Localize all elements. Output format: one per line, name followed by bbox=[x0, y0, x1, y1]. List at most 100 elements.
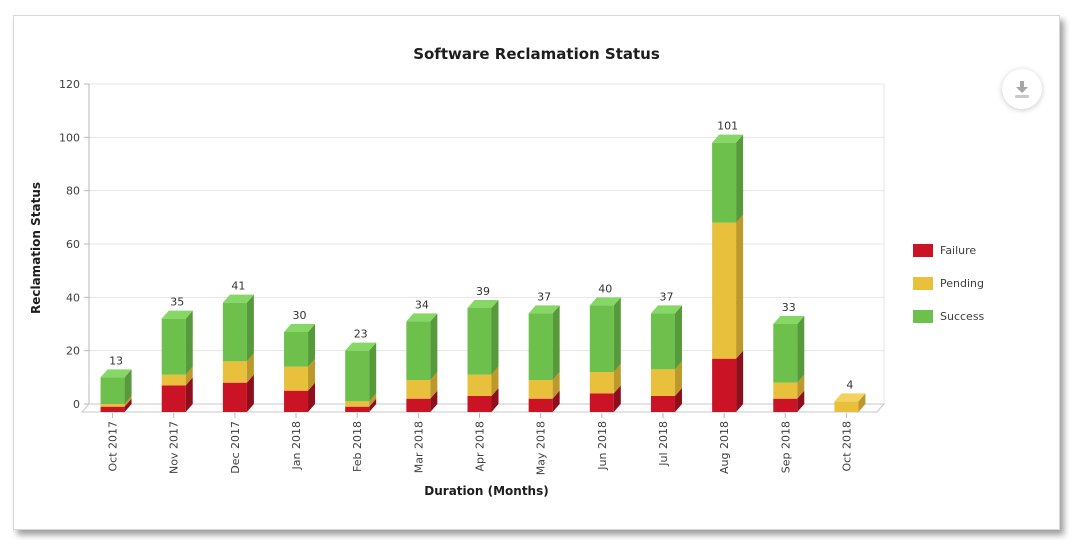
bar-segment-success[interactable] bbox=[222, 302, 247, 362]
bar-side-face bbox=[246, 353, 254, 383]
bar-segment-success[interactable] bbox=[712, 142, 737, 223]
bar-segment-failure[interactable] bbox=[650, 396, 675, 412]
legend-item-failure[interactable]: Failure bbox=[913, 244, 984, 257]
bar-total-label: 13 bbox=[109, 354, 123, 367]
pending-swatch-icon bbox=[913, 277, 933, 290]
bar-segment-pending[interactable] bbox=[834, 401, 859, 412]
bar-segment-failure[interactable] bbox=[406, 398, 431, 412]
bar-side-face bbox=[246, 294, 254, 362]
bar-segment-success[interactable] bbox=[100, 377, 125, 404]
bar-dec-2017[interactable] bbox=[222, 294, 254, 412]
bar-jun-2018[interactable] bbox=[589, 297, 621, 412]
bar-nov-2017[interactable] bbox=[161, 310, 193, 412]
bar-total-label: 4 bbox=[846, 378, 853, 391]
bar-side-face bbox=[552, 305, 560, 380]
bar-side-face bbox=[308, 358, 316, 391]
bar-segment-pending[interactable] bbox=[712, 222, 737, 359]
x-tick-label: Sep 2018 bbox=[779, 421, 792, 473]
bar-segment-pending[interactable] bbox=[650, 369, 675, 396]
x-tick-label: Jan 2018 bbox=[290, 421, 303, 470]
x-tick-label: Jun 2018 bbox=[596, 421, 609, 471]
bar-segment-success[interactable] bbox=[345, 350, 370, 402]
bar-side-face bbox=[308, 324, 316, 367]
bar-segment-success[interactable] bbox=[406, 321, 431, 380]
bar-side-face bbox=[491, 366, 499, 396]
download-button[interactable] bbox=[1002, 69, 1042, 109]
bar-feb-2018[interactable] bbox=[345, 342, 377, 412]
x-tick-label: Oct 2018 bbox=[840, 421, 853, 472]
bar-side-face bbox=[185, 377, 193, 412]
bar-top-face bbox=[712, 134, 744, 143]
legend-label: Success bbox=[940, 310, 985, 323]
bar-segment-pending[interactable] bbox=[406, 380, 431, 399]
bar-top-face bbox=[406, 313, 438, 322]
bar-segment-failure[interactable] bbox=[345, 406, 370, 412]
bar-segment-pending[interactable] bbox=[467, 374, 492, 396]
bar-segment-failure[interactable] bbox=[712, 358, 737, 412]
y-tick-label: 0 bbox=[73, 398, 80, 411]
bar-top-face bbox=[528, 305, 560, 314]
bar-side-face bbox=[430, 313, 438, 380]
bar-aug-2018[interactable] bbox=[712, 134, 744, 412]
legend-label: Failure bbox=[940, 244, 977, 257]
bar-top-face bbox=[589, 297, 621, 306]
bar-sep-2018[interactable] bbox=[773, 316, 805, 412]
bar-side-face bbox=[430, 372, 438, 399]
bar-apr-2018[interactable] bbox=[467, 300, 499, 412]
y-tick-label: 20 bbox=[66, 345, 80, 358]
bar-segment-pending[interactable] bbox=[773, 382, 798, 399]
bar-segment-failure[interactable] bbox=[773, 398, 798, 412]
legend-item-success[interactable]: Success bbox=[913, 310, 984, 323]
bar-segment-pending[interactable] bbox=[100, 404, 125, 407]
bar-segment-pending[interactable] bbox=[161, 374, 186, 386]
bar-segment-failure[interactable] bbox=[161, 385, 186, 412]
bar-segment-failure[interactable] bbox=[467, 396, 492, 412]
x-tick-label: Aug 2018 bbox=[718, 421, 731, 474]
bar-mar-2018[interactable] bbox=[406, 313, 438, 412]
bar-segment-pending[interactable] bbox=[528, 380, 553, 399]
bar-segment-pending[interactable] bbox=[284, 366, 309, 391]
bar-segment-pending[interactable] bbox=[222, 361, 247, 383]
bar-oct-2018[interactable] bbox=[834, 393, 866, 412]
bar-segment-pending[interactable] bbox=[589, 372, 614, 394]
bar-side-face bbox=[613, 385, 621, 412]
bar-may-2018[interactable] bbox=[528, 305, 560, 412]
bar-segment-success[interactable] bbox=[161, 318, 186, 375]
bar-side-face bbox=[613, 297, 621, 372]
bar-jul-2018[interactable] bbox=[650, 305, 682, 412]
bar-oct-2017[interactable] bbox=[100, 369, 132, 412]
x-tick-label: Mar 2018 bbox=[412, 421, 425, 473]
bar-side-face bbox=[369, 393, 377, 407]
bar-segment-pending[interactable] bbox=[345, 401, 370, 407]
y-tick-label: 40 bbox=[66, 291, 80, 304]
x-tick-label: Feb 2018 bbox=[351, 421, 364, 472]
bar-segment-success[interactable] bbox=[773, 324, 798, 383]
bar-segment-failure[interactable] bbox=[222, 382, 247, 412]
bar-jan-2018[interactable] bbox=[284, 324, 316, 412]
x-tick-label: Nov 2017 bbox=[168, 421, 181, 474]
bar-side-face bbox=[552, 372, 560, 399]
bar-segment-failure[interactable] bbox=[100, 406, 125, 412]
bar-total-label: 40 bbox=[598, 282, 612, 295]
legend-item-pending[interactable]: Pending bbox=[913, 277, 984, 290]
bar-side-face bbox=[674, 361, 682, 396]
bar-total-label: 34 bbox=[415, 298, 429, 311]
bar-segment-success[interactable] bbox=[467, 308, 492, 375]
bar-segment-failure[interactable] bbox=[528, 398, 553, 412]
bar-segment-success[interactable] bbox=[650, 313, 675, 370]
bar-total-label: 30 bbox=[293, 309, 307, 322]
x-tick-label: Apr 2018 bbox=[474, 421, 487, 472]
bar-top-face bbox=[161, 310, 193, 319]
bar-segment-failure[interactable] bbox=[284, 390, 309, 412]
bar-side-face bbox=[185, 366, 193, 386]
x-tick-label: Dec 2017 bbox=[229, 421, 242, 474]
bar-segment-success[interactable] bbox=[284, 332, 309, 367]
failure-swatch-icon bbox=[913, 244, 933, 257]
bar-segment-success[interactable] bbox=[589, 305, 614, 372]
legend: Failure Pending Success bbox=[913, 244, 984, 343]
bar-top-face bbox=[773, 316, 805, 324]
bar-side-face bbox=[369, 342, 377, 402]
bar-top-face bbox=[834, 393, 866, 402]
bar-segment-failure[interactable] bbox=[589, 393, 614, 412]
bar-segment-success[interactable] bbox=[528, 313, 553, 380]
